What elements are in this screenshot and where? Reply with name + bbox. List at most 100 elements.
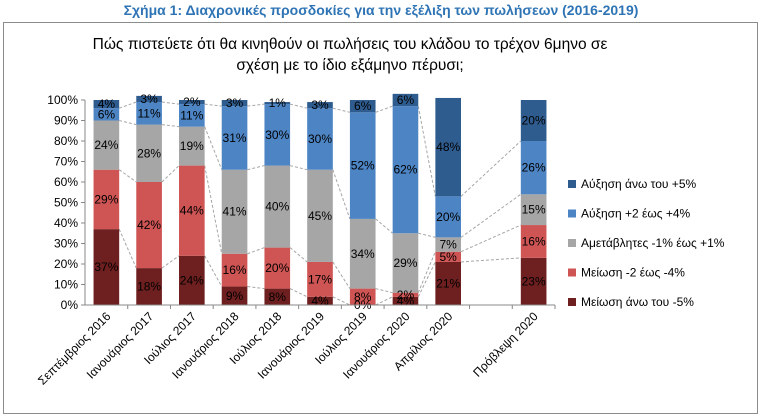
legend-swatch — [568, 209, 576, 218]
connector-line — [289, 165, 308, 171]
bar-segment — [264, 165, 291, 248]
data-label: 26% — [522, 161, 546, 175]
data-label: 31% — [223, 131, 247, 145]
connector-line — [289, 247, 308, 263]
legend-entry: Αύξηση +2 έως +4% — [581, 207, 691, 221]
data-label: 17% — [308, 272, 332, 286]
y-tick-label: 80% — [54, 134, 78, 148]
connector-line — [417, 261, 436, 298]
connector-line — [247, 286, 265, 290]
data-label: 4% — [397, 294, 415, 308]
data-label: 62% — [393, 163, 417, 177]
bar-segment — [179, 100, 205, 105]
data-label: 18% — [137, 280, 161, 294]
legend-entry: Μείωση -2 έως -4% — [581, 266, 685, 280]
data-label: 24% — [94, 138, 118, 152]
connector-line — [375, 218, 393, 234]
data-label: 28% — [137, 146, 161, 160]
data-label: 6% — [98, 107, 116, 121]
connector-line — [289, 103, 308, 109]
bar-segment — [520, 141, 547, 195]
data-label: 20% — [265, 261, 289, 275]
bars — [93, 93, 547, 305]
data-label: 37% — [94, 260, 118, 274]
data-label: 4% — [311, 294, 329, 308]
data-label: 20% — [436, 210, 460, 224]
connector-line — [417, 106, 436, 197]
bar-segment — [93, 120, 120, 170]
bar-segment — [221, 169, 248, 254]
connector-line — [375, 288, 393, 294]
y-tick-label: 60% — [54, 175, 78, 189]
bar-segment — [392, 233, 419, 293]
data-label: 30% — [308, 132, 332, 146]
bar-segment — [392, 296, 419, 305]
bar-segment — [520, 257, 547, 305]
connector-line — [332, 107, 351, 113]
bar-segment — [349, 112, 376, 219]
bar-segment — [93, 229, 120, 305]
connector-line — [460, 193, 522, 238]
connector-line — [460, 140, 522, 197]
bar-segment — [221, 253, 248, 287]
figure-caption: Σχήμα 1: Διαχρονικές προσδοκίες για την … — [123, 2, 639, 18]
x-tick-label: Πρόβλεψη 2020 — [470, 309, 541, 380]
bar-segment — [307, 296, 333, 305]
bar-segment — [307, 261, 333, 297]
connector-line — [247, 165, 265, 171]
bar-segment — [349, 100, 376, 113]
data-label: 19% — [180, 139, 204, 153]
bar-segment — [179, 255, 205, 305]
connector-line — [289, 288, 308, 298]
connector-line — [332, 169, 351, 220]
data-label: 52% — [351, 159, 375, 173]
y-tick-label: 90% — [54, 114, 78, 128]
data-label: 8% — [269, 290, 287, 304]
bar-segment — [520, 194, 547, 226]
chart-title: Πώς πιστεύετε ότι θα κινηθούν οι πωλήσει… — [60, 34, 640, 76]
connector-line — [247, 247, 265, 255]
bar-segment — [264, 104, 291, 166]
data-label: 29% — [94, 192, 118, 206]
connector-line — [119, 120, 137, 126]
bar-segment — [221, 100, 248, 107]
bar-segment — [520, 225, 547, 258]
bar-segment — [264, 247, 291, 289]
bar-segment — [221, 106, 248, 170]
bar-segment — [93, 100, 120, 109]
y-tick-label: 50% — [54, 196, 78, 210]
legend-swatch — [568, 298, 576, 306]
data-label: 3% — [140, 92, 158, 106]
data-labels: 37%29%24%6%4%18%42%28%11%3%24%44%19%11%2… — [94, 92, 546, 312]
data-label: 16% — [522, 234, 546, 248]
y-tick-label: 20% — [54, 257, 78, 271]
data-label: 23% — [522, 274, 546, 288]
bar-segment — [349, 288, 376, 305]
connector-line — [204, 126, 223, 170]
data-label: 11% — [138, 106, 161, 120]
connector-line — [460, 224, 522, 253]
bar-segment — [136, 182, 162, 269]
data-label: 29% — [393, 256, 417, 270]
legend: Αύξηση άνω του +5% Αύξηση +2 έως +4% Αμετά… — [568, 177, 725, 309]
chart-title-line-1: Πώς πιστεύετε ότι θα κινηθούν οι πωλήσει… — [92, 36, 608, 53]
data-label: 48% — [436, 140, 460, 154]
bar-segment — [136, 124, 162, 182]
bar-segment — [93, 108, 120, 121]
connector-line — [204, 165, 223, 254]
data-label: 34% — [351, 247, 375, 261]
connector-line — [118, 228, 137, 269]
data-label: 9% — [226, 289, 244, 303]
legend-swatch — [568, 239, 576, 247]
data-label: 7% — [440, 238, 458, 252]
bar-segment — [435, 196, 461, 238]
bar-segment — [392, 93, 419, 107]
connector-lines — [118, 101, 522, 306]
data-label: 11% — [180, 108, 203, 122]
connector-line — [247, 103, 265, 107]
legend-swatch — [568, 180, 576, 188]
bar-segment — [221, 286, 248, 305]
connector-line — [161, 101, 180, 105]
data-label: 24% — [180, 273, 204, 287]
